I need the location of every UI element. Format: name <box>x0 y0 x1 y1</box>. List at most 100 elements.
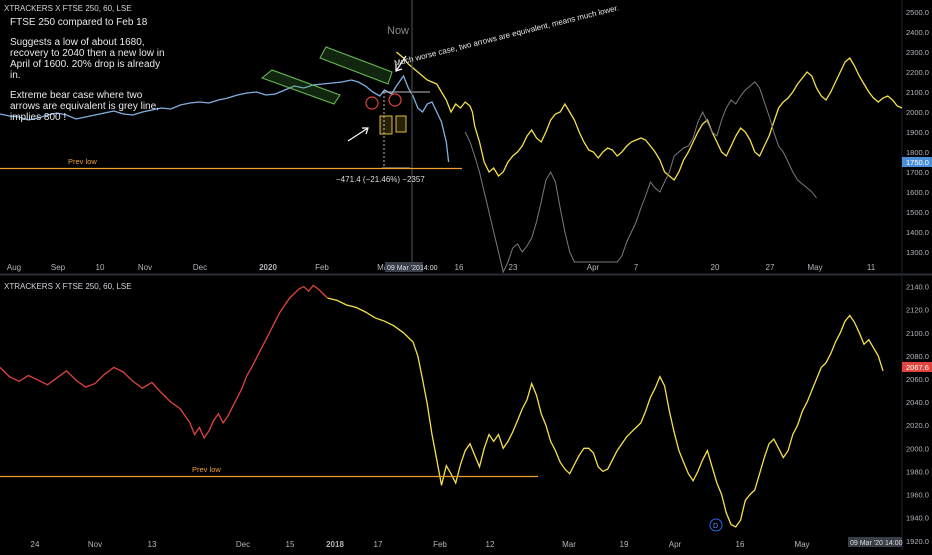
axes: 2500.0 2400.0 2300.0 2200.0 2100.0 2000.0 1900… <box>7 8 929 549</box>
top-y-tick-label: 1900.0 <box>906 128 929 137</box>
green-channel-2 <box>319 46 393 85</box>
top-y-tick-label: 2300.0 <box>906 48 929 57</box>
white-arrow-1 <box>347 127 369 142</box>
note-line: in. <box>10 70 21 81</box>
top-y-tick-label: 1600.0 <box>906 188 929 197</box>
bottom-y-tick-label: 2080.0 <box>906 352 929 361</box>
top-x-tick-label: Aug <box>7 263 21 272</box>
top-series-line-2 <box>464 81 817 274</box>
top-time-tag: 14:00 <box>420 265 438 272</box>
top-x-tick-label: 16 <box>455 263 464 272</box>
bottom-y-tick-label: 1940.0 <box>906 514 929 523</box>
top-y-tick-label: 2400.0 <box>906 28 929 37</box>
bottom-y-tick-label: 2060.0 <box>906 375 929 384</box>
bottom-y-tick-label: 2100.0 <box>906 329 929 338</box>
bottom-price-tag-bg <box>902 362 932 372</box>
bottom-y-tick-label: 2040.0 <box>906 398 929 407</box>
red-circle-2 <box>388 93 402 107</box>
measure-label: −471.4 (−21.46%) −2357 <box>336 175 425 184</box>
top-chart-plot <box>0 51 903 274</box>
top-y-tick-label: 2000.0 <box>906 108 929 117</box>
top-y-tick-label: 2500.0 <box>906 8 929 17</box>
bottom-x-tick-label: Mar <box>562 540 576 549</box>
note-line: recovery to 2040 then a new low in <box>10 48 165 59</box>
arrow-note: Much worse case, two arrows are equivale… <box>393 3 620 68</box>
dividend-marker-label: D <box>713 523 718 530</box>
bottom-price-tag: 2067.6 <box>906 363 929 372</box>
top-x-tick-label: 27 <box>766 263 775 272</box>
bottom-x-tick-label: Feb <box>433 540 447 549</box>
now-label: Now <box>387 25 409 37</box>
bottom-x-tick-label: Apr <box>669 540 682 549</box>
top-price-tag: 1750.0 <box>906 158 929 167</box>
top-x-tick-label: Feb <box>315 263 329 272</box>
note-line: Suggests a low of about 1680, <box>10 37 145 48</box>
top-price-tag-bg <box>902 157 932 167</box>
bottom-y-tick-label: 2140.0 <box>906 283 929 292</box>
top-date-tag-bg <box>385 262 423 272</box>
top-date-tag: 09 Mar '20 <box>387 265 420 272</box>
top-series-line-1 <box>395 51 903 181</box>
white-arrow-1-head <box>362 127 369 135</box>
top-x-tick-label: 20 <box>711 263 720 272</box>
bottom-y-tick-label: 1920.0 <box>906 537 929 546</box>
bottom-series-line-1 <box>327 297 884 528</box>
note-line: Extreme bear case where two <box>10 90 143 101</box>
bottom-prev-low-label: Prev low <box>192 465 221 474</box>
top-y-tick-label: 1800.0 <box>906 148 929 157</box>
notes-block: FTSE 250 compared to Feb 18 Suggests a l… <box>10 17 165 123</box>
note-line: April of 1600. 20% drop is already <box>10 59 161 70</box>
top-x-tick-label: 23 <box>509 263 518 272</box>
bottom-x-tick-label: Nov <box>88 540 102 549</box>
bottom-y-tick-label: 2000.0 <box>906 444 929 453</box>
bottom-x-tick-label: 13 <box>148 540 157 549</box>
top-x-tick-label: 7 <box>634 263 639 272</box>
white-arrow-2-head <box>395 64 403 72</box>
note-line: FTSE 250 compared to Feb 18 <box>10 17 148 28</box>
top-y-tick-label: 1300.0 <box>906 248 929 257</box>
bottom-x-tick-label: Dec <box>236 540 250 549</box>
white-arrow-2 <box>395 55 407 72</box>
green-channel-1 <box>260 69 341 105</box>
bottom-x-tick-label: 24 <box>31 540 40 549</box>
top-y-tick-label: 1700.0 <box>906 168 929 177</box>
bottom-x-tick-label: 16 <box>736 540 745 549</box>
top-x-tick-label: Nov <box>138 263 152 272</box>
bottom-x-tick-label: 17 <box>374 540 383 549</box>
yellow-box-1 <box>379 115 393 135</box>
top-x-tick-label: 11 <box>867 263 876 272</box>
bottom-date-tag: 09 Mar '20 <box>850 540 883 547</box>
top-prev-low-label: Prev low <box>68 157 97 166</box>
top-y-tick-label: 1500.0 <box>906 208 929 217</box>
top-x-tick-label: 2020 <box>259 263 277 272</box>
bottom-x-tick-label: May <box>794 540 809 549</box>
top-x-tick-label: 10 <box>96 263 105 272</box>
bottom-date-tag-bg <box>848 537 902 547</box>
red-circle-1 <box>365 96 379 110</box>
bottom-time-tag: 14:00 <box>885 540 903 547</box>
bottom-y-tick-label: 2020.0 <box>906 421 929 430</box>
note-line: implies 800 ! <box>10 112 67 123</box>
bottom-x-tick-label: 15 <box>286 540 295 549</box>
bottom-y-tick-label: 1980.0 <box>906 467 929 476</box>
top-chart-title: XTRACKERS X FTSE 250, 60, LSE <box>4 4 132 13</box>
bottom-chart-plot <box>0 284 884 528</box>
top-x-tick-label: May <box>807 263 822 272</box>
bottom-x-tick-label: 12 <box>486 540 495 549</box>
yellow-box-2 <box>395 115 407 133</box>
bottom-x-tick-label: 19 <box>620 540 629 549</box>
dividend-marker[interactable] <box>709 518 723 532</box>
top-x-tick-label: Mar <box>377 263 391 272</box>
bottom-x-tick-label: 2018 <box>326 540 344 549</box>
note-line: arrows are equivalent is grey line, <box>10 101 159 112</box>
bottom-y-tick-label: 2120.0 <box>906 306 929 315</box>
top-series-line-0 <box>0 74 450 163</box>
top-x-tick-label: Apr <box>587 263 600 272</box>
bottom-chart-title: XTRACKERS X FTSE 250, 60, LSE <box>4 282 132 291</box>
top-drawings <box>260 0 430 262</box>
top-x-tick-label: Sep <box>51 263 66 272</box>
bottom-y-tick-label: 1960.0 <box>906 491 929 500</box>
bottom-series-line-0 <box>0 284 329 440</box>
